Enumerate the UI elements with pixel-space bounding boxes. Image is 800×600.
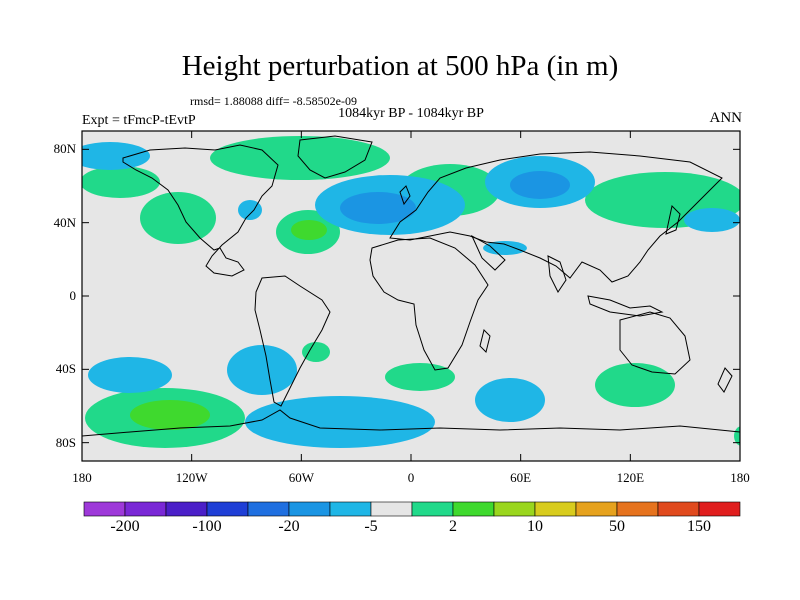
lon-tick-label: 180: [72, 470, 92, 485]
axis-ticks: [81, 131, 741, 461]
map-title: Height perturbation at 500 hPa (in m): [181, 50, 619, 82]
lat-tick-label: 80N: [53, 141, 76, 157]
lon-tick-label: 0: [407, 470, 415, 485]
colorbar-swatch: [616, 501, 659, 517]
lat-tick-label: 40S: [55, 361, 76, 377]
contour-positive: [595, 363, 675, 407]
contour-positive: [291, 220, 327, 240]
lon-tick-label: 180: [730, 470, 750, 485]
experiment-label: Expt = tFmcP-tEvtP: [82, 113, 196, 128]
colorbar-label: 2: [449, 518, 457, 535]
lat-tick-label: 40N: [53, 214, 76, 230]
colorbar-label: 50: [609, 518, 625, 535]
colorbar-swatch: [288, 501, 331, 517]
colorbar-swatch: [370, 501, 413, 517]
colorbar-swatch: [698, 501, 741, 517]
colorbar-label: -20: [278, 518, 300, 535]
colorbar-swatch: [575, 501, 618, 517]
coastline-indonesia: [587, 295, 664, 317]
coastline-greenland: [297, 135, 373, 179]
colorbar-swatch: [657, 501, 700, 517]
contour-negative: [245, 396, 435, 448]
anomaly-contours: [82, 136, 740, 448]
stats-text: rmsd= 1.88088 diff= -8.58502e-09: [190, 94, 357, 108]
colorbar-label: -5: [364, 518, 378, 535]
contour-negative: [82, 142, 150, 170]
colorbar-swatch: [124, 501, 167, 517]
contour-positive: [82, 166, 160, 198]
colorbar-swatch: [411, 501, 454, 517]
coastline-japan: [665, 204, 681, 235]
colorbar-label: -100: [192, 518, 222, 535]
contour-positive: [385, 363, 455, 391]
lon-tick-label: 60W: [288, 470, 314, 485]
coastline-madagascar: [479, 329, 491, 353]
coastline-new-zealand: [717, 367, 733, 393]
colorbar-label: 10: [527, 518, 543, 535]
coastline-south-america: [254, 275, 331, 407]
contour-positive: [140, 192, 216, 244]
coastline-british-isles: [399, 185, 411, 206]
colorbar-swatch: [534, 501, 577, 517]
colorbar-swatch: [329, 501, 372, 517]
colorbar-swatch: [83, 501, 126, 517]
contour-negative: [340, 192, 416, 224]
coastlines: [82, 135, 740, 437]
period-label: 1084kyr BP - 1084kyr BP: [338, 106, 484, 121]
contour-positive: [130, 400, 210, 430]
contour-negative: [483, 241, 527, 255]
coastline-antarctica: [82, 409, 740, 437]
coastline-eurasia: [389, 151, 723, 283]
coastline-africa: [369, 237, 489, 371]
contour-negative: [475, 378, 545, 422]
colorbar-label: -200: [110, 518, 140, 535]
colorbar-swatch: [165, 501, 208, 517]
lon-tick-label: 120E: [616, 470, 645, 485]
contour-positive: [302, 342, 330, 362]
contour-negative: [510, 171, 570, 199]
lon-tick-label: 60E: [510, 470, 532, 485]
colorbar-swatch: [247, 501, 290, 517]
coastline-india: [547, 255, 567, 293]
coastline-arabia: [470, 234, 506, 271]
colorbar-swatch: [493, 501, 536, 517]
colorbar-label: 150: [687, 518, 711, 535]
contour-negative: [227, 345, 297, 395]
lat-tick-label: 80S: [55, 434, 76, 450]
colorbar-swatch: [206, 501, 249, 517]
coastline-north-america: [122, 144, 279, 277]
colorbar: [83, 501, 741, 517]
coastline-australia: [619, 311, 691, 375]
contour-negative: [88, 357, 172, 393]
contour-negative: [238, 200, 262, 220]
lat-tick-label: 0: [69, 288, 77, 303]
lon-tick-label: 120W: [175, 470, 208, 485]
season-label: ANN: [709, 110, 743, 126]
contour-negative: [684, 208, 740, 232]
colorbar-swatch: [452, 501, 495, 517]
